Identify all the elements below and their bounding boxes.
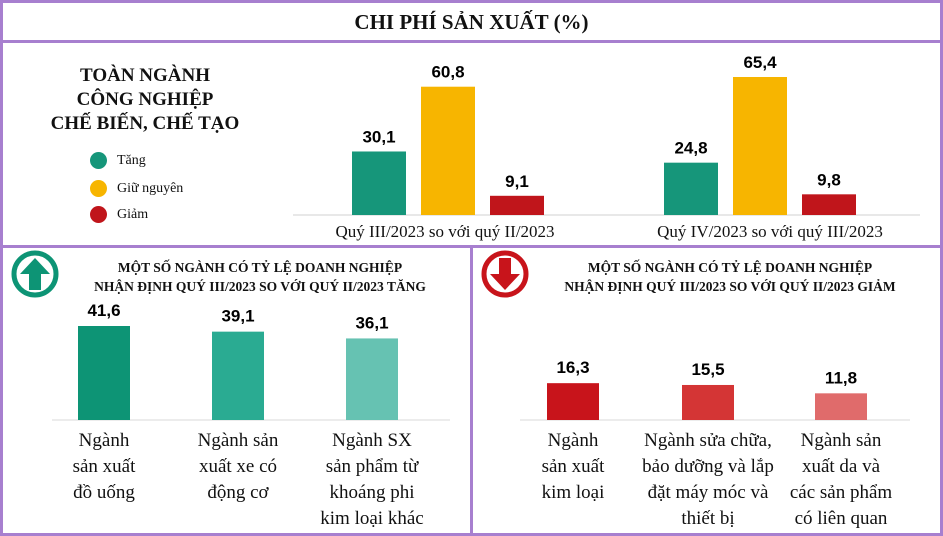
category-label-line: Ngành sản — [800, 430, 882, 451]
heading-line: NHẬN ĐỊNH QUÝ III/2023 SO VỚI QUÝ II/202… — [564, 279, 896, 294]
category-label-line: Ngành — [547, 430, 599, 451]
heading-line: NHẬN ĐỊNH QUÝ III/2023 SO VỚI QUÝ II/202… — [94, 279, 426, 294]
category-label: Ngành sản xuất xe có động cơ — [163, 428, 313, 506]
category-label-line: sản phẩm từ — [325, 456, 419, 477]
legend-label: Giảm — [117, 206, 149, 222]
legend-label: Giữ nguyên — [117, 180, 184, 196]
category-label-line: động cơ — [207, 482, 269, 503]
bar-value-label: 60,8 — [431, 63, 464, 82]
category-label: Ngành sản xuất kim loại — [498, 428, 648, 506]
category-label-line: kim loại khác — [320, 508, 424, 529]
bar — [547, 383, 599, 420]
category-label: Ngành sản xuất đồ uống — [29, 428, 179, 506]
bar-value-label: 9,1 — [505, 172, 529, 191]
heading-line: MỘT SỐ NGÀNH CÓ TỶ LỆ DOANH NGHIỆP — [587, 260, 873, 275]
category-label-line: Ngành — [78, 430, 130, 451]
bar — [815, 393, 867, 420]
category-label-line: xuất da và — [801, 456, 881, 477]
category-label-line: đặt máy móc và — [647, 482, 769, 503]
quarter-label: Quý IV/2023 so với quý III/2023 — [657, 222, 883, 241]
category-label-line: đồ uống — [73, 482, 135, 503]
category-label: Ngành SX sản phẩm từ khoáng phi kim loại kh… — [297, 428, 447, 532]
legend-swatch — [90, 152, 107, 169]
bar-value-label: 65,4 — [743, 53, 777, 72]
legend-swatch — [90, 206, 107, 223]
right-chart: 16,3 15,5 11,8 — [547, 358, 867, 420]
arrow-up-circle-icon — [11, 250, 59, 298]
bar — [802, 194, 856, 215]
bar — [421, 86, 475, 215]
category-label-line: khoáng phi — [329, 482, 415, 503]
legend-item-unchanged: Giữ nguyên — [90, 180, 183, 197]
bar-value-label: 39,1 — [221, 307, 254, 326]
left-panel-heading: MỘT SỐ NGÀNH CÓ TỶ LỆ DOANH NGHIỆP NHẬN … — [60, 258, 460, 296]
top-chart: 30,1 60,8 9,1 24,8 65,4 9,8 — [352, 53, 856, 215]
panel-divider — [470, 245, 473, 536]
bar — [664, 162, 718, 215]
legend-item-decrease: Giảm — [90, 206, 148, 223]
bar-value-label: 41,6 — [87, 301, 120, 320]
bar-value-label: 36,1 — [355, 313, 388, 332]
category-label-line: thiết bị — [681, 508, 735, 529]
industry-title: TOÀN NGÀNH CÔNG NGHIỆP CHẾ BIẾN, CHẾ TẠO — [40, 64, 250, 136]
category-label-line: Ngành sản — [197, 430, 279, 451]
category-label-line: sản xuất — [541, 456, 605, 477]
quarter-label: Quý III/2023 so với quý II/2023 — [335, 222, 555, 241]
category-label-line: kim loại — [541, 482, 605, 503]
category-label-line: Ngành sửa chữa, — [644, 430, 772, 451]
category-label: Ngành sản xuất da và các sản phẩm có liên q… — [766, 428, 916, 532]
arrow-down-circle-icon — [481, 250, 529, 298]
category-label-line: Ngành SX — [332, 430, 412, 451]
bar-value-label: 16,3 — [556, 358, 589, 377]
bar — [352, 151, 406, 215]
left-chart: 41,6 39,1 36,1 — [78, 301, 398, 420]
bar-value-label: 11,8 — [825, 368, 857, 387]
industry-title-line: CHẾ BIẾN, CHẾ TẠO — [50, 113, 240, 134]
bar-value-label: 30,1 — [362, 127, 395, 146]
right-panel-heading: MỘT SỐ NGÀNH CÓ TỶ LỆ DOANH NGHIỆP NHẬN … — [530, 258, 930, 296]
bar-value-label: 15,5 — [691, 360, 724, 379]
bar — [682, 384, 734, 420]
bar-value-label: 24,8 — [674, 139, 707, 158]
bar — [346, 338, 398, 420]
category-label: Ngành sửa chữa, bảo dưỡng và lắp đặt máy m… — [633, 428, 783, 532]
bar-value-label: 9,8 — [817, 170, 841, 189]
page-title: CHI PHÍ SẢN XUẤT (%) — [354, 10, 589, 34]
category-label-line: bảo dưỡng và lắp — [642, 456, 774, 477]
category-label-line: sản xuất — [72, 456, 136, 477]
industry-title-line: TOÀN NGÀNH — [79, 65, 211, 86]
bar — [733, 77, 787, 215]
legend-label: Tăng — [117, 152, 146, 168]
title-divider — [0, 40, 943, 43]
category-label-line: có liên quan — [794, 508, 888, 529]
legend-item-increase: Tăng — [90, 152, 146, 169]
category-label-line: xuất xe có — [198, 456, 278, 477]
bar — [212, 331, 264, 420]
bar — [490, 195, 544, 215]
heading-line: MỘT SỐ NGÀNH CÓ TỶ LỆ DOANH NGHIỆP — [117, 260, 403, 275]
bar — [78, 326, 130, 420]
category-label-line: các sản phẩm — [789, 482, 893, 503]
industry-title-line: CÔNG NGHIỆP — [76, 89, 214, 110]
legend-swatch — [90, 180, 107, 197]
